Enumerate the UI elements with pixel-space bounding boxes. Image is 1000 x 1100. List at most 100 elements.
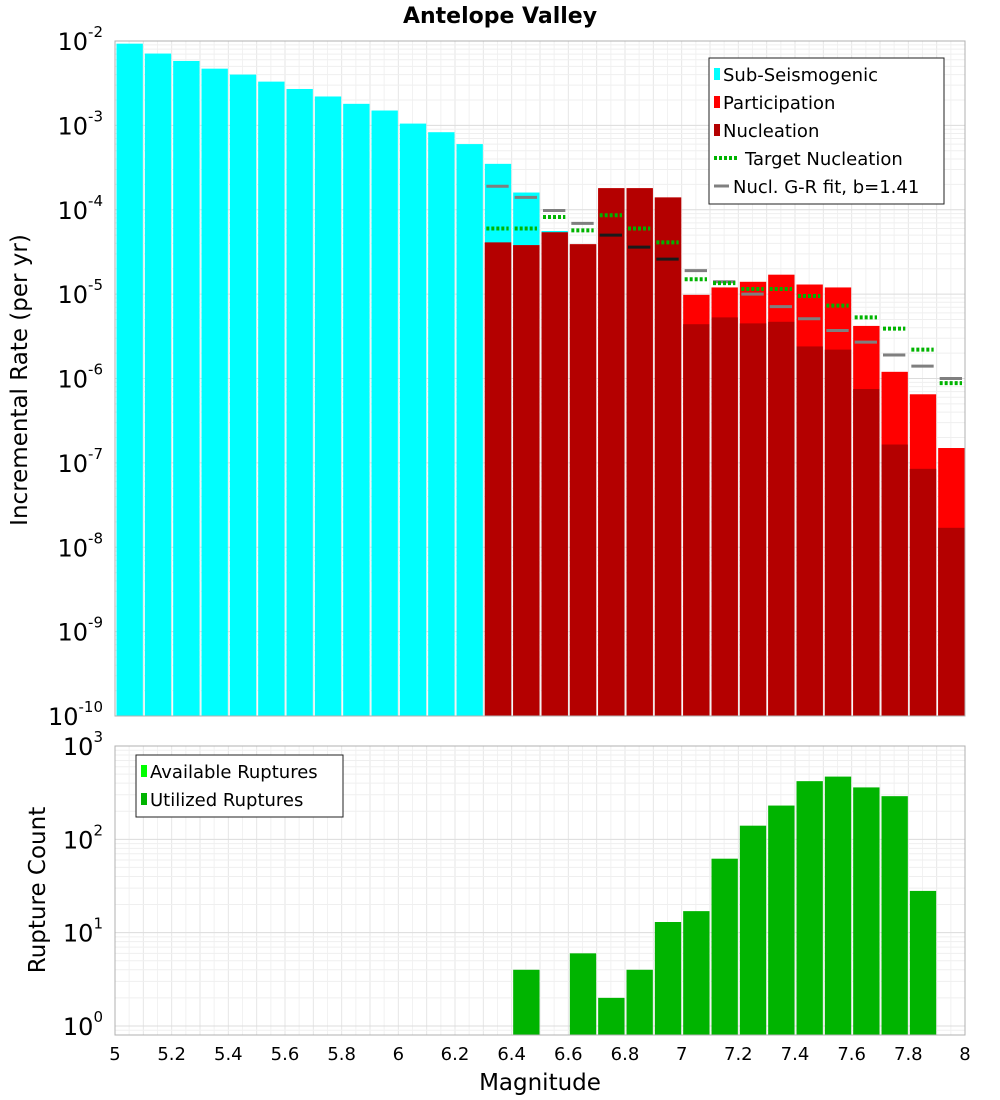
bottom-y-axis-label: Rupture Count: [25, 807, 51, 973]
nucleation-bar: [626, 188, 653, 717]
top-legend-label: Target Nucleation: [744, 149, 903, 170]
x-ticks: 5 5.2 5.4 5.6 5.8 6 6.2 6.4 6.6 6.8 7 7.2 7.4 7.6 7.8 8: [109, 1044, 970, 1065]
x-tick-label: 7: [676, 1044, 687, 1065]
bottom-y-tick-label: 103: [63, 728, 103, 761]
x-tick-label: 8: [959, 1044, 970, 1065]
nucleation-bar: [853, 389, 880, 716]
top-legend-label: Nucl. G-R fit, b=1.41: [733, 177, 919, 198]
sub-seismogenic-bar: [314, 96, 342, 716]
utilized-ruptures-bar: [796, 781, 823, 1035]
top-y-tick-label: 10-10: [48, 698, 103, 731]
utilized-ruptures-bar: [909, 890, 937, 1035]
top-legend-swatch: [714, 68, 720, 80]
top-y-tick-label: 10-7: [57, 445, 103, 478]
x-tick-label: 6: [393, 1044, 404, 1065]
utilized-ruptures-bar: [683, 911, 710, 1035]
x-tick-label: 7.8: [894, 1044, 923, 1065]
utilized-ruptures-bar: [768, 805, 795, 1035]
x-tick-label: 5.6: [271, 1044, 300, 1065]
bottom-legend-swatch: [141, 793, 147, 805]
x-tick-label: 5.2: [157, 1044, 186, 1065]
x-tick-label: 5.4: [214, 1044, 243, 1065]
x-tick-label: 6.6: [554, 1044, 583, 1065]
sub-seismogenic-bar: [371, 110, 398, 716]
utilized-ruptures-bar: [513, 969, 540, 1035]
bottom-legend-label: Utilized Ruptures: [150, 790, 303, 811]
utilized-ruptures-bar: [853, 787, 880, 1035]
nucleation-bar: [768, 321, 795, 716]
x-tick-label: 7.2: [724, 1044, 753, 1065]
nucleation-bar: [739, 323, 767, 716]
bottom-legend-label: Available Ruptures: [150, 762, 318, 783]
bottom-legend-swatch: [141, 765, 147, 777]
nucleation-bar: [598, 188, 625, 717]
utilized-ruptures-bar: [598, 997, 625, 1035]
chart-title: Antelope Valley: [403, 4, 597, 29]
x-tick-label: 6.2: [441, 1044, 470, 1065]
sub-seismogenic-bar: [258, 81, 285, 717]
sub-seismogenic-bar: [343, 103, 370, 717]
bottom-plot-frame: [114, 745, 966, 1036]
top-y-ticks: 10-10 10-9 10-8 10-7 10-6 10-5 10-4 10-3 10-2: [48, 23, 103, 731]
bottom-y-ticks: 100 101 102 103: [63, 728, 103, 1041]
nucleation-bar: [881, 444, 908, 716]
sub-seismogenic-bar: [173, 60, 200, 717]
sub-seismogenic-bar: [428, 132, 455, 717]
nucleation-bar: [513, 245, 540, 717]
x-tick-label: 7.4: [781, 1044, 810, 1065]
top-plot-frame: [114, 40, 966, 717]
top-bars: [116, 43, 965, 717]
x-tick-label: 6.8: [611, 1044, 640, 1065]
bottom-legend: Available Ruptures Utilized Ruptures: [135, 754, 344, 818]
utilized-ruptures-bar: [569, 953, 597, 1035]
utilized-ruptures-bar: [626, 969, 653, 1035]
top-y-tick-label: 10-9: [57, 614, 103, 647]
sub-seismogenic-bar: [456, 144, 483, 716]
nucleation-bar: [484, 242, 512, 716]
nucleation-bar: [796, 346, 823, 716]
x-tick-label: 5.8: [327, 1044, 356, 1065]
bottom-gridlines: [114, 746, 966, 1036]
x-axis-label: Magnitude: [479, 1070, 601, 1096]
utilized-ruptures-bar: [824, 776, 852, 1035]
x-tick-label: 7.6: [837, 1044, 866, 1065]
bottom-bars: [513, 776, 937, 1035]
sub-seismogenic-bar: [399, 123, 427, 716]
top-y-tick-label: 10-3: [57, 107, 103, 140]
bottom-y-tick-label: 100: [63, 1008, 103, 1041]
utilized-ruptures-bar: [739, 825, 767, 1035]
top-legend-swatch: [714, 124, 720, 136]
x-tick-label: 6.4: [497, 1044, 526, 1065]
bottom-y-tick-label: 101: [63, 915, 103, 948]
top-y-tick-label: 10-8: [57, 529, 103, 562]
nucleation-bar: [824, 349, 852, 716]
top-y-tick-label: 10-6: [57, 361, 103, 394]
nucleation-bar: [683, 324, 710, 716]
utilized-ruptures-bar: [711, 858, 738, 1035]
x-tick-label: 5: [109, 1044, 120, 1065]
sub-seismogenic-bar: [229, 74, 257, 717]
top-legend-label: Sub-Seismogenic: [723, 65, 878, 86]
nucleation-bar: [569, 244, 597, 717]
top-y-tick-label: 10-5: [57, 276, 103, 309]
top-legend-swatch: [714, 96, 720, 108]
top-markers: [486, 184, 962, 386]
top-y-tick-label: 10-2: [57, 23, 103, 56]
sub-seismogenic-bar: [286, 88, 313, 716]
nucleation-bar: [938, 527, 965, 716]
bottom-y-tick-label: 102: [63, 821, 103, 854]
top-legend: Sub-Seismogenic Participation Nucleation Ta…: [708, 57, 945, 205]
top-y-axis-label: Incremental Rate (per yr): [7, 234, 33, 526]
sub-seismogenic-bar: [116, 43, 143, 717]
bottom-panel: 100 101 102 103 5 5.2 5.4 5.6 5.8 6 6.2 6.4 6.6 6.8 7…: [25, 728, 971, 1096]
nucleation-bar: [711, 317, 738, 716]
utilized-ruptures-bar: [654, 922, 682, 1035]
top-legend-label: Participation: [723, 93, 835, 114]
nucleation-bar: [654, 197, 682, 717]
top-legend-box: [708, 57, 945, 205]
top-panel: 10-10 10-9 10-8 10-7 10-6 10-5 10-4 10-3 10-2 In…: [7, 23, 966, 731]
nucleation-bar: [909, 468, 937, 716]
utilized-ruptures-bar: [881, 796, 908, 1035]
nucleation-bar: [541, 232, 568, 716]
